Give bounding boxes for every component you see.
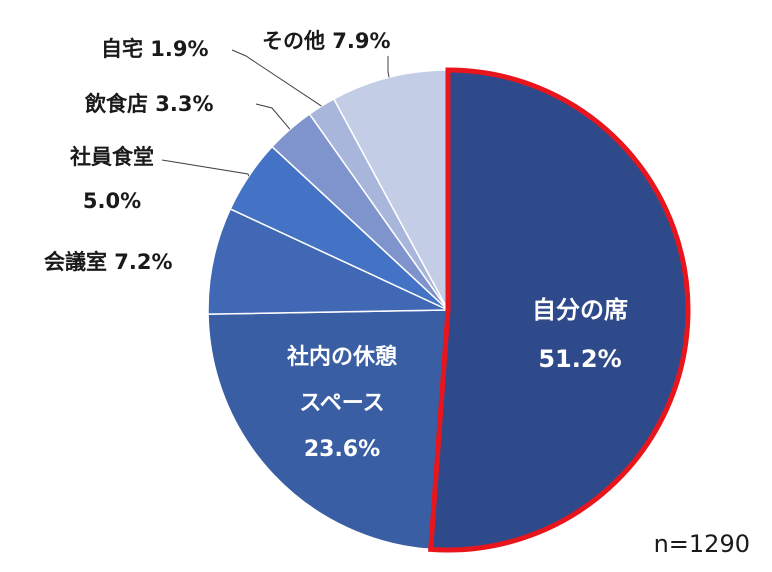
leader-lines [161,49,390,177]
slice-6-leader [387,56,390,78]
slice-0-wedge-highlighted [428,67,691,553]
slice-1-wedge [207,309,449,551]
slice-1-label-line-1: 社内の休憩 [287,344,397,370]
slice-3-label: 社員食堂 [69,145,154,169]
slice-4-label: 飲食店 3.3% [84,92,214,116]
slice-0-value: 51.2% [538,345,621,373]
slice-5-leader [231,49,322,107]
slice-6-label: その他 7.9% [262,29,391,53]
slice-2-wedge [207,207,449,315]
slice-3-value: 5.0% [83,189,141,213]
slice-5-label: 自宅 1.9% [101,37,209,61]
slice-2-label: 会議室 7.2% [44,250,173,274]
sample-size-note: n=1290 [653,530,750,558]
slice-3-leader [161,159,250,177]
slice-0-label: 自分の席 [532,296,628,324]
slice-1-label-line-2: スペース [299,391,384,416]
slice-4-leader [255,103,291,130]
slice-1-value: 23.6% [304,437,380,462]
